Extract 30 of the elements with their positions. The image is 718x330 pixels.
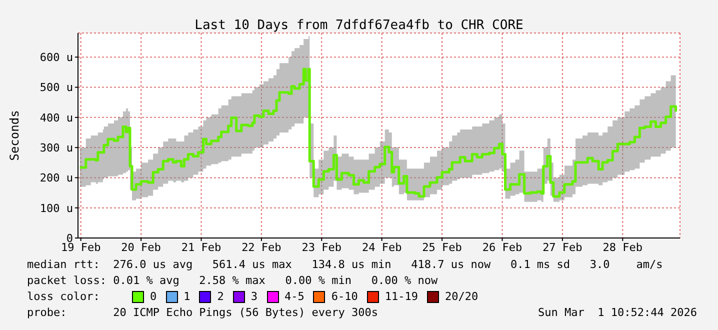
y-tick-label: 500 u <box>40 81 73 94</box>
x-tick-label: 22 Feb <box>242 240 282 254</box>
text: loss color: <box>27 289 101 305</box>
text: 6-10 <box>330 289 358 305</box>
text: Sun Mar 1 10:52:44 2026 <box>538 305 697 321</box>
text: 20/20 <box>444 289 478 305</box>
y-tick-label: 600 u <box>40 51 73 64</box>
x-tick-label: 21 Feb <box>181 240 222 254</box>
x-tick-label: 24 Feb <box>362 240 402 254</box>
y-axis-title: Seconds <box>7 110 22 161</box>
y-tick-label: 200 u <box>40 172 73 185</box>
x-tick-label: 27 Feb <box>542 240 582 254</box>
text: packet loss: 0.01 % avg 2.58 % max 0.00 % min 0.00 % now <box>27 273 439 289</box>
text: 0 <box>149 289 157 305</box>
x-tick-label: 26 Feb <box>482 240 522 254</box>
x-tick-label: 28 Feb <box>602 240 643 254</box>
x-tick-label: 23 Feb <box>302 240 342 254</box>
text: probe: 20 ICMP Echo Pings (56 Bytes) every 300s <box>27 305 378 321</box>
text: 3 <box>250 289 258 305</box>
text: 4-5 <box>284 289 304 305</box>
text: median rtt: 276.0 us avg 561.4 us max 134.8 us min 418.7 us now 0.1 ms sd 3.0 am/s <box>27 257 664 273</box>
y-tick-label: 300 u <box>40 141 73 154</box>
y-tick-label: 100 u <box>40 202 73 215</box>
text: 11-19 <box>384 289 418 305</box>
text: 1 <box>182 289 190 305</box>
text: 2 <box>216 289 224 305</box>
x-tick-label: 25 Feb <box>422 240 462 254</box>
x-tick-label: 20 Feb <box>121 240 161 254</box>
chart-title: Last 10 Days from 7dfdf67ea4fb to CHR CORE <box>194 18 524 33</box>
y-tick-label: 400 u <box>40 111 73 124</box>
